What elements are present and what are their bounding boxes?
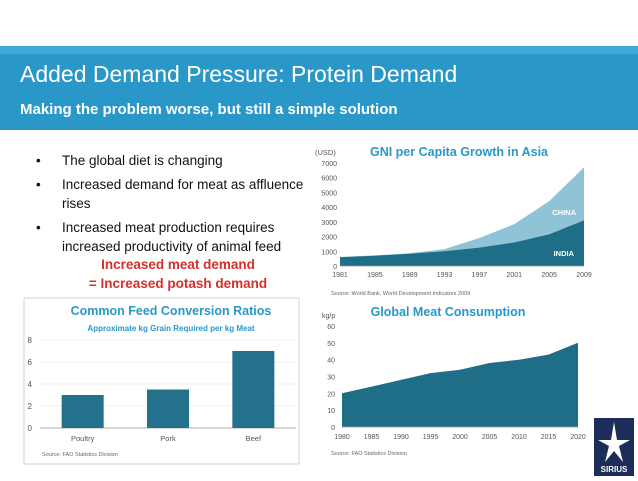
y-tick-label: 30: [327, 375, 335, 382]
x-tick-label: 1990: [393, 434, 409, 441]
bullet-text: The global diet is changing: [62, 153, 223, 168]
bullet-item: • Increased meat production requires incr…: [36, 218, 326, 257]
y-tick-label: 0: [333, 264, 337, 271]
y-tick-label: 4: [28, 380, 33, 389]
x-tick-label: Poultry: [71, 434, 95, 443]
y-tick-label: 8: [28, 336, 33, 345]
y-tick-label: 0: [331, 425, 335, 432]
x-tick-label: 1985: [367, 272, 383, 279]
title-banner-highlight: [0, 46, 638, 54]
y-tick-label: 20: [327, 391, 335, 398]
y-tick-label: 6: [28, 358, 33, 367]
sirius-logo: SIRIUS: [594, 418, 634, 476]
chart-title: GNI per Capita Growth in Asia: [370, 145, 549, 159]
highlight-line-1: Increased meat demand: [101, 257, 255, 272]
bar-beef: [232, 351, 275, 428]
x-tick-label: 2005: [541, 272, 557, 279]
y-axis-label: kg/p: [322, 313, 335, 320]
x-tick-label: 1981: [332, 272, 348, 279]
bullet-dot: •: [36, 219, 41, 235]
area-india: [340, 220, 584, 266]
highlight-line-2: = Increased potash demand: [88, 276, 268, 291]
y-tick-label: 6000: [321, 176, 337, 183]
y-tick-label: 10: [327, 408, 335, 415]
y-tick-label: 50: [327, 341, 335, 348]
chart-title: Common Feed Conversion Ratios: [71, 304, 272, 318]
series-label-india: INDIA: [554, 249, 575, 258]
y-tick-label: 2: [28, 402, 33, 411]
bar-poultry: [61, 395, 104, 428]
area-meat-consumption: [342, 342, 578, 427]
bullet-text: Increased meat production requires incre…: [62, 219, 282, 255]
y-tick-label: 7000: [321, 161, 337, 168]
y-tick-label: 0: [28, 424, 33, 433]
y-tick-label: 40: [327, 358, 335, 365]
x-tick-label: Beef: [246, 434, 262, 443]
bullet-item: • The global diet is changing: [36, 151, 326, 171]
chart-source: Source: World Bank, World Development In…: [331, 291, 470, 297]
x-tick-label: 2010: [511, 434, 527, 441]
x-tick-label: 1985: [364, 434, 380, 441]
x-tick-label: 1989: [402, 272, 418, 279]
x-tick-label: 2009: [576, 272, 592, 279]
chart-source: Source: FAO Statistics Division: [331, 451, 407, 457]
chart-source: Source: FAO Statistics Division: [42, 452, 118, 458]
y-tick-label: 3000: [321, 220, 337, 227]
series-label-china: CHINA: [552, 208, 576, 217]
bullet-list: • The global diet is changing • Increased …: [36, 151, 326, 261]
slide-subtitle: Making the problem worse, but still a si…: [20, 101, 398, 118]
x-tick-label: 2020: [570, 434, 586, 441]
x-tick-label: 2001: [506, 272, 522, 279]
y-tick-label: 60: [327, 324, 335, 331]
y-tick-label: 4000: [321, 205, 337, 212]
slide-title: Added Demand Pressure: Protein Demand: [20, 61, 458, 87]
x-tick-label: 1993: [437, 272, 453, 279]
y-axis-label: (USD): [315, 148, 336, 157]
x-tick-label: 2000: [452, 434, 468, 441]
x-tick-label: 2015: [541, 434, 557, 441]
bullet-text: Increased demand for meat as affluence r…: [62, 176, 304, 212]
x-tick-label: Pork: [160, 434, 176, 443]
logo-text: SIRIUS: [601, 465, 628, 474]
y-tick-label: 5000: [321, 190, 337, 197]
bar-pork: [147, 389, 189, 428]
bullet-dot: •: [36, 153, 41, 168]
y-tick-label: 2000: [321, 235, 337, 242]
bullet-dot: •: [36, 176, 41, 192]
x-tick-label: 1980: [334, 434, 350, 441]
x-tick-label: 2005: [482, 434, 498, 441]
chart-title: Global Meat Consumption: [371, 305, 526, 319]
y-tick-label: 1000: [321, 249, 337, 256]
x-tick-label: 1997: [472, 272, 488, 279]
title-banner: [0, 46, 638, 130]
star-icon: SIRIUS: [598, 422, 630, 474]
bullet-item: • Increased demand for meat as affluence …: [36, 175, 326, 214]
chart-subtitle: Approximate kg Grain Required per kg Mea…: [87, 324, 254, 333]
x-tick-label: 1995: [423, 434, 439, 441]
